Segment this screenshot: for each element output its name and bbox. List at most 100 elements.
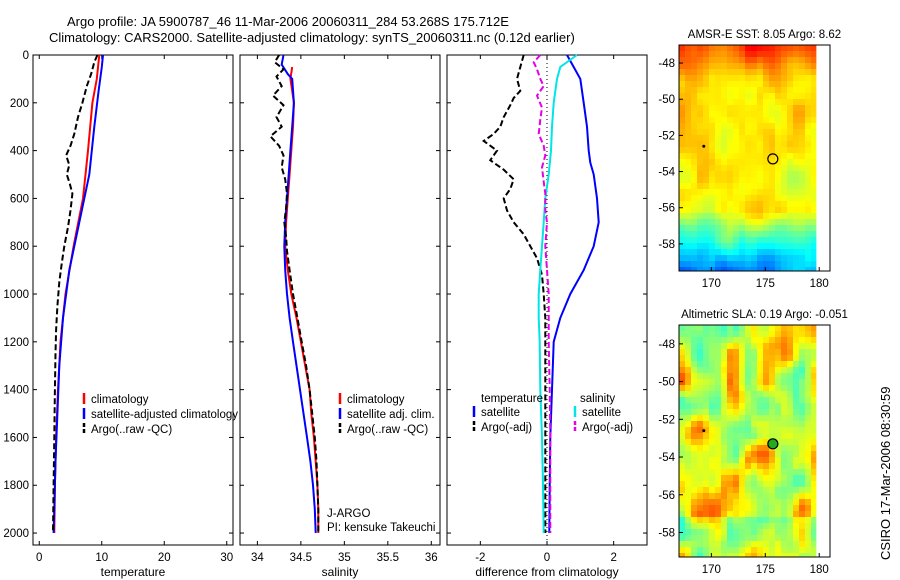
sla-map-cell [769, 535, 776, 542]
sla-map-cell [751, 415, 758, 422]
sst-map-cell [793, 159, 800, 166]
sst-map-cell [685, 147, 692, 154]
sla-map-title: Altimetric SLA: 0.19 Argo: -0.051 [681, 309, 848, 321]
sla-map-cell [805, 415, 812, 422]
sla-map-cell [715, 385, 722, 392]
sst-map-cell [763, 195, 770, 202]
sst-map-cell [811, 165, 817, 172]
sla-map-cell [733, 553, 740, 558]
sla-map-cell [727, 505, 734, 512]
sla-map-cell [805, 385, 812, 392]
sla-map-cell [775, 511, 782, 518]
sst-map-cell [739, 99, 746, 106]
sla-map-cell [745, 451, 752, 458]
sst-map-cell [787, 183, 794, 190]
sst-map-cell [679, 165, 686, 172]
sla-map-cell [745, 325, 752, 332]
sst-map-cell [757, 63, 764, 70]
sst-map-cell [811, 261, 817, 268]
sla-map-cell [811, 463, 817, 470]
sla-map-cell [721, 373, 728, 380]
sla-map-cell [709, 523, 716, 530]
sla-map-cell [679, 481, 686, 488]
sla-map-cell [799, 403, 806, 410]
sst-map-cell [727, 93, 734, 100]
sst-map-cell [805, 177, 812, 184]
sst-map-cell [679, 75, 686, 82]
sst-map-cell [769, 195, 776, 202]
sla-map-cell [733, 481, 740, 488]
sla-map-cell [679, 355, 686, 362]
temperature-ytick-label: 0 [23, 50, 29, 62]
sst-map-cell [745, 111, 752, 118]
sla-map-cell [685, 475, 692, 482]
difference-series-satellite [548, 54, 600, 534]
sla-map-cell [697, 355, 704, 362]
sst-map-cell [727, 69, 734, 76]
sla-map-cell [733, 445, 740, 452]
sla-map-cell [703, 523, 710, 530]
sla-map-cell [679, 421, 686, 428]
sst-map-cell [685, 63, 692, 70]
sla-map-cell [793, 403, 800, 410]
sla-map-cell [751, 493, 758, 500]
sla-map-cell [697, 475, 704, 482]
sla-map-cell [745, 547, 752, 554]
sla-map-cell [679, 385, 686, 392]
sst-map-cell [805, 189, 812, 196]
sst-map-cell [805, 135, 812, 142]
sla-map-cell [733, 355, 740, 362]
sst-map-cell [685, 105, 692, 112]
sst-map-cell [691, 165, 698, 172]
sst-map-cell [715, 219, 722, 226]
sst-map-cell [679, 129, 686, 136]
sla-map-cell [757, 469, 764, 476]
sst-map-cell [679, 117, 686, 124]
sst-map-cell [709, 225, 716, 232]
sst-map-cell [775, 189, 782, 196]
sst-map-cell [709, 129, 716, 136]
sla-map-cell [811, 325, 817, 332]
sla-map-cell [799, 331, 806, 338]
sst-map-cell [781, 189, 788, 196]
sst-map-cell [805, 75, 812, 82]
sla-map-cell [793, 493, 800, 500]
sst-map-cell [709, 207, 716, 214]
sst-map-cell [691, 57, 698, 64]
sst-map-cell [685, 201, 692, 208]
sst-map-cell [769, 255, 776, 262]
sst-map-cell [793, 69, 800, 76]
sst-map-cell [739, 129, 746, 136]
sla-map-cell [703, 361, 710, 368]
sla-map-cell [745, 493, 752, 500]
sst-map-cell [721, 87, 728, 94]
sst-map-cell [787, 75, 794, 82]
sla-map-cell [781, 451, 788, 458]
sst-map-cell [751, 159, 758, 166]
temperature-legend-label: satellite-adjusted climatology [91, 409, 238, 421]
temperature-ytick-label: 1800 [3, 480, 29, 492]
sst-map-cell [715, 99, 722, 106]
sla-map-cell [793, 481, 800, 488]
sst-map-cell [811, 171, 817, 178]
sst-map-cell [775, 105, 782, 112]
sla-map-cell [745, 343, 752, 350]
sla-map-cell [685, 439, 692, 446]
sla-map-cell [769, 553, 776, 558]
sla-map-cell [781, 433, 788, 440]
sla-map-cell [793, 337, 800, 344]
sst-map-cell [733, 57, 740, 64]
sst-map-cell [751, 189, 758, 196]
sla-map-cell [691, 325, 698, 332]
sst-map-cell [697, 51, 704, 58]
sla-map-cell [769, 361, 776, 368]
sst-map-cell [691, 189, 698, 196]
sla-map-cell [763, 457, 770, 464]
sla-map-cell [721, 463, 728, 470]
sst-map-cell [733, 45, 740, 52]
sla-map-cell [769, 511, 776, 518]
sst-map-cell [721, 117, 728, 124]
sla-map-cell [769, 325, 776, 332]
sla-map-cell [757, 505, 764, 512]
sla-map-cell [739, 379, 746, 386]
